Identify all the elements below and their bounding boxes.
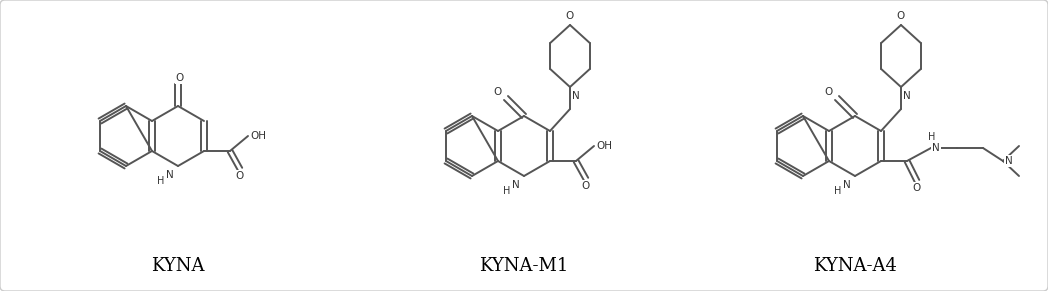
Text: O: O bbox=[897, 11, 905, 21]
Text: O: O bbox=[913, 183, 921, 193]
Text: O: O bbox=[582, 181, 590, 191]
Text: O: O bbox=[825, 87, 833, 97]
Text: N: N bbox=[844, 180, 851, 190]
Text: O: O bbox=[494, 87, 502, 97]
Text: H: H bbox=[929, 132, 936, 142]
Text: O: O bbox=[566, 11, 574, 21]
Text: N: N bbox=[572, 91, 580, 101]
Text: N: N bbox=[903, 91, 911, 101]
Text: O: O bbox=[176, 73, 184, 83]
Text: H: H bbox=[503, 186, 510, 196]
Text: KYNA-A4: KYNA-A4 bbox=[813, 257, 897, 275]
Text: N: N bbox=[1005, 156, 1012, 166]
Text: O: O bbox=[236, 171, 244, 181]
Text: KYNA-M1: KYNA-M1 bbox=[479, 257, 569, 275]
Text: N: N bbox=[167, 170, 174, 180]
Text: N: N bbox=[932, 143, 940, 153]
Text: OH: OH bbox=[250, 131, 266, 141]
Text: OH: OH bbox=[596, 141, 612, 151]
Text: KYNA: KYNA bbox=[151, 257, 204, 275]
Text: H: H bbox=[833, 186, 840, 196]
Text: H: H bbox=[156, 176, 163, 186]
Text: N: N bbox=[512, 180, 520, 190]
